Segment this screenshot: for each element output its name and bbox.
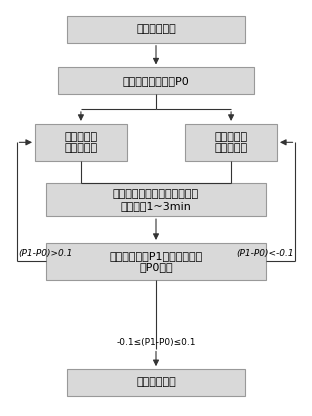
Text: 当前主汽压力P1与预期主汽压
力P0比较: 当前主汽压力P1与预期主汽压 力P0比较 (110, 250, 202, 272)
Text: 减小给水流
量和燃料量: 减小给水流 量和燃料量 (64, 131, 97, 153)
FancyBboxPatch shape (46, 183, 266, 216)
FancyBboxPatch shape (35, 124, 127, 161)
Text: 降压需求满足: 降压需求满足 (136, 377, 176, 387)
Text: 降压变化需求: 降压变化需求 (136, 25, 176, 35)
Text: (P1-P0)<-0.1: (P1-P0)<-0.1 (236, 249, 294, 258)
FancyBboxPatch shape (67, 16, 245, 43)
Text: 维持机组负荷、过热度不变，
稳定运行1~3min: 维持机组负荷、过热度不变， 稳定运行1~3min (113, 189, 199, 210)
FancyBboxPatch shape (58, 67, 254, 94)
FancyBboxPatch shape (46, 243, 266, 280)
Text: (P1-P0)>0.1: (P1-P0)>0.1 (18, 249, 72, 258)
FancyBboxPatch shape (67, 369, 245, 396)
Text: 设定预期主汽压力P0: 设定预期主汽压力P0 (123, 76, 189, 86)
FancyBboxPatch shape (185, 124, 277, 161)
Text: 增大给水流
量和燃料量: 增大给水流 量和燃料量 (215, 131, 248, 153)
Text: -0.1≤(P1-P0)≤0.1: -0.1≤(P1-P0)≤0.1 (116, 337, 196, 347)
